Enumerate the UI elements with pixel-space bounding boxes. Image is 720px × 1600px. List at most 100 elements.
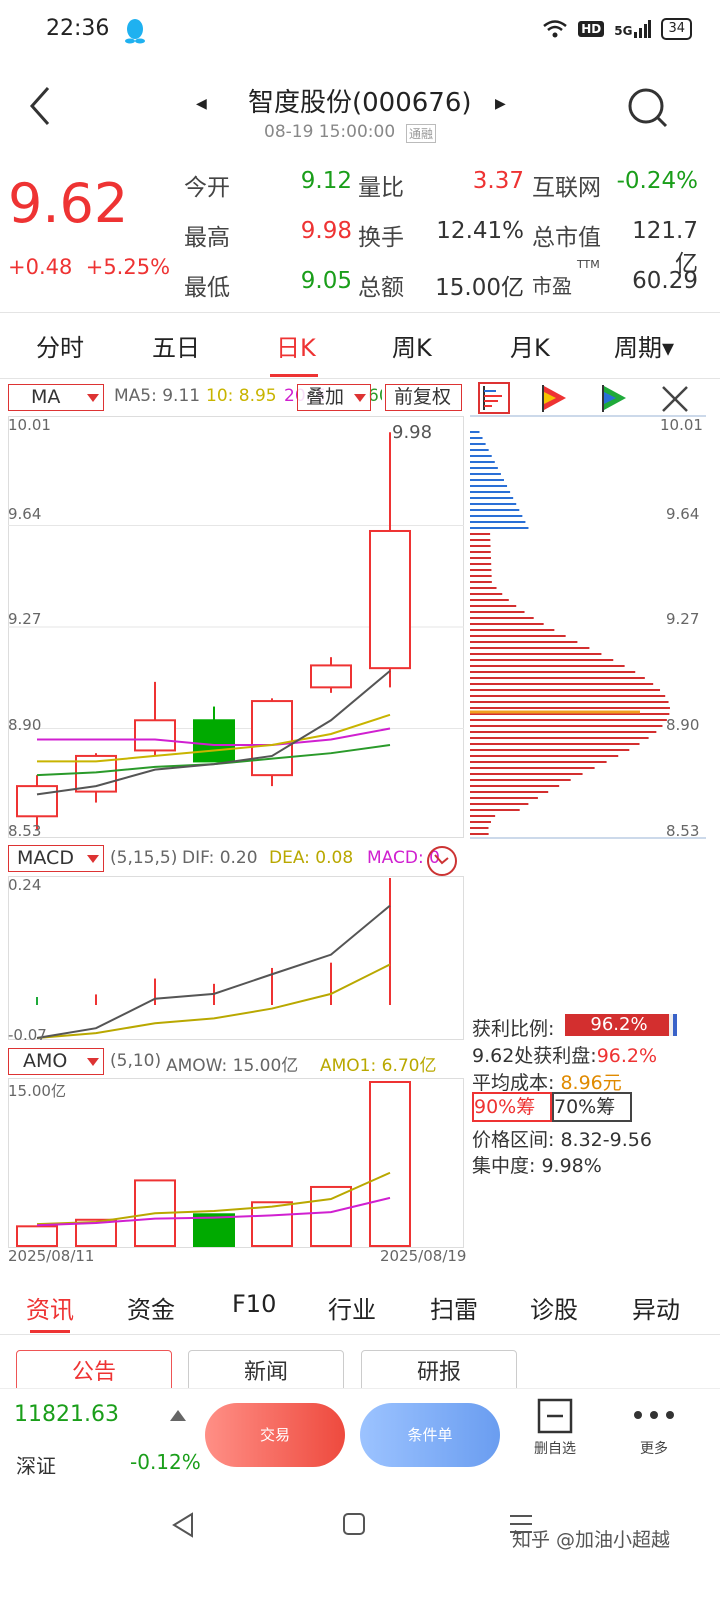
amo-select[interactable]: AMO	[8, 1048, 104, 1075]
macd-dif-line	[36, 904, 391, 1039]
quote-datetime: 08-19 15:00:00	[264, 122, 396, 142]
chip-y-label: 9.27	[666, 610, 700, 628]
nav-menu-icon[interactable]	[508, 1512, 534, 1536]
macd-params: (5,15,5)	[110, 848, 178, 868]
tab-90-chips[interactable]: 90%筹	[472, 1092, 552, 1122]
amo-x-end: 2025/08/19	[380, 1247, 467, 1265]
open-value: 9.12	[300, 168, 352, 194]
sector-change: -0.24%	[616, 168, 698, 194]
turnover-value: 12.41%	[436, 218, 524, 244]
tab-industry[interactable]: 行业	[328, 1296, 376, 1324]
next-stock-arrow[interactable]: ▶	[495, 96, 506, 112]
open-label: 今开	[184, 175, 230, 201]
hd-badge: HD	[578, 21, 605, 37]
low-label: 最低	[184, 275, 230, 301]
more-icon[interactable]	[632, 1408, 676, 1422]
profit-ratio-bar: 96.2%	[565, 1014, 677, 1036]
price-range-row: 价格区间: 8.32-9.56	[472, 1129, 652, 1151]
tab-f10[interactable]: F10	[232, 1290, 277, 1318]
index-change: -0.12%	[130, 1450, 201, 1474]
chip-distribution-icon[interactable]	[478, 382, 510, 414]
ma-select[interactable]: MA	[8, 384, 104, 411]
ma60-value: 60: 8.81	[368, 386, 382, 406]
nav-home-icon[interactable]	[342, 1512, 366, 1536]
indicator-switch-icon[interactable]	[426, 845, 458, 877]
macd-value: MACD: 0	[367, 848, 440, 868]
more-label[interactable]: 更多	[640, 1441, 668, 1457]
tab-risk-scan[interactable]: 扫雷	[430, 1296, 478, 1324]
tab-diagnosis[interactable]: 诊股	[530, 1296, 578, 1324]
search-icon[interactable]	[624, 84, 672, 132]
turnover-label: 换手	[358, 225, 404, 251]
expand-arrow-icon[interactable]	[170, 1410, 186, 1421]
ma10-value: 10: 8.95	[206, 386, 277, 406]
sector-label[interactable]: 互联网	[532, 175, 601, 201]
amo-x-start: 2025/08/11	[8, 1247, 95, 1265]
index-value[interactable]: 11821.63	[14, 1402, 119, 1427]
pe-value: 60.29	[632, 268, 698, 294]
tab-anomaly[interactable]: 异动	[632, 1296, 680, 1324]
overlay-select[interactable]: 叠加	[297, 384, 371, 411]
back-button[interactable]	[24, 82, 64, 130]
high-value: 9.98	[300, 218, 352, 244]
info-tab-indicator	[30, 1330, 70, 1333]
amo-y-label: 15.00亿	[8, 1082, 66, 1100]
candle-body	[16, 785, 58, 818]
flag-green-icon[interactable]	[598, 382, 630, 414]
divider	[0, 1334, 720, 1335]
kline-y-label: 9.27	[8, 610, 42, 628]
tab-news-info[interactable]: 资讯	[26, 1296, 74, 1324]
nav-back-icon[interactable]	[170, 1512, 196, 1538]
market-cap-label: 总市值	[532, 225, 601, 251]
chip-y-label: 10.01	[660, 416, 703, 434]
candle-body	[193, 719, 235, 763]
ma5-value: MA5: 9.11	[114, 386, 201, 406]
margin-badge: 通融	[406, 124, 437, 143]
macd-y-label: 0.24	[8, 876, 42, 894]
sub-tab-news[interactable]: 新闻	[188, 1350, 344, 1394]
macd-y-label: -0.07	[8, 1026, 47, 1044]
macd-dea-line	[36, 963, 391, 1039]
kline-y-label: 8.53	[8, 822, 42, 840]
amount-value: 15.00亿	[435, 275, 524, 301]
tab-capital[interactable]: 资金	[127, 1296, 175, 1324]
battery-icon: 34	[661, 18, 692, 40]
volume-ratio-value: 3.37	[472, 168, 524, 194]
tab-period[interactable]: 周期▾	[614, 334, 675, 362]
high-label: 最高	[184, 225, 230, 251]
close-icon[interactable]	[660, 384, 690, 414]
ma10-line	[37, 713, 391, 763]
wifi-icon	[543, 20, 568, 38]
tab-five-day[interactable]: 五日	[152, 334, 200, 362]
market-cap-value: 121.7亿	[632, 218, 698, 277]
candle-body	[251, 700, 293, 777]
signal-icon	[634, 20, 652, 38]
qq-icon	[125, 19, 145, 44]
amo-amow-line	[36, 1171, 391, 1226]
chip-y-label: 9.64	[666, 505, 700, 523]
low-value: 9.05	[300, 268, 352, 294]
amo-bar	[193, 1213, 235, 1248]
tab-weekly-k[interactable]: 周K	[392, 334, 432, 362]
amo-bar	[251, 1201, 293, 1248]
adjust-select[interactable]: 前复权	[385, 384, 462, 411]
chip-y-label: 8.90	[666, 716, 700, 734]
tab-70-chips[interactable]: 70%筹	[552, 1092, 632, 1122]
macd-dif: DIF: 0.20	[182, 848, 258, 868]
prev-stock-arrow[interactable]: ◀	[196, 96, 207, 112]
active-tab-indicator	[270, 374, 318, 377]
condition-order-button[interactable]: 条件单	[360, 1403, 500, 1467]
concentration-row: 集中度: 9.98%	[472, 1155, 602, 1177]
remove-watchlist-label[interactable]: 删自选	[534, 1441, 576, 1457]
tab-daily-k[interactable]: 日K	[276, 334, 316, 362]
tab-monthly-k[interactable]: 月K	[510, 334, 550, 362]
trade-button[interactable]: 交易	[205, 1403, 345, 1467]
remove-watchlist-icon[interactable]	[537, 1398, 573, 1434]
candle-body	[134, 719, 176, 752]
macd-select[interactable]: MACD	[8, 845, 104, 872]
tab-intraday[interactable]: 分时	[36, 334, 84, 362]
flag-red-icon[interactable]	[538, 382, 570, 414]
pe-ttm-sup: TTM	[577, 258, 600, 271]
macd-frame	[8, 876, 464, 1040]
